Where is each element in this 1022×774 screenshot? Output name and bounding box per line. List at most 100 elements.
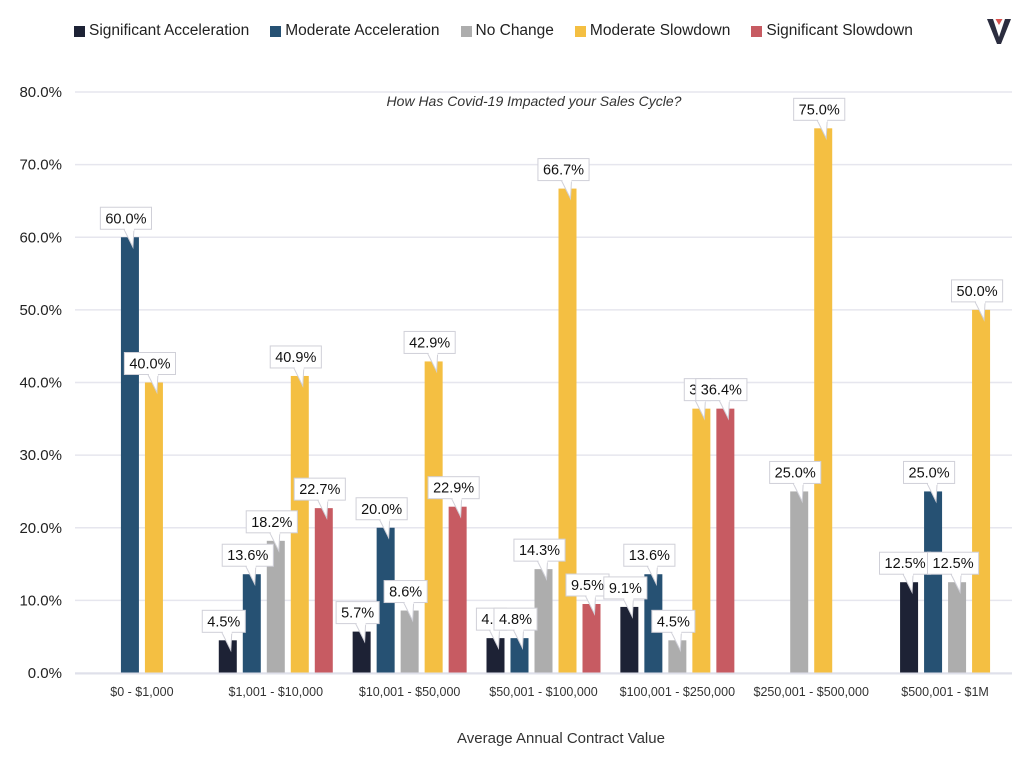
data-label-callout: 22.9% — [427, 476, 480, 519]
data-label-callout: 75.0% — [793, 97, 846, 141]
data-label-callout: 25.0% — [903, 460, 956, 504]
bar — [582, 604, 601, 673]
callout-joint — [270, 531, 280, 535]
data-label-callout: 14.3% — [513, 538, 566, 582]
data-label-callout: 22.7% — [293, 477, 346, 521]
data-label: 4.8% — [499, 612, 532, 628]
data-label-callout: 36.4% — [695, 378, 748, 421]
legend-swatch — [460, 25, 472, 37]
y-axis: 0.0% 10.0% 20.0% 30.0% 40.0% 50.0% 60.0% 70.0% 8… — [19, 84, 62, 682]
y-tick-label: 60.0% — [19, 229, 62, 246]
callout-joint — [124, 227, 134, 231]
bar — [400, 610, 419, 673]
bar — [668, 640, 687, 673]
bar — [510, 638, 529, 673]
bar — [486, 638, 505, 673]
callout-joint — [976, 300, 986, 304]
data-label: 9.1% — [609, 581, 642, 597]
bar — [558, 188, 577, 673]
data-label: 40.9% — [275, 350, 316, 366]
data-label: 13.6% — [629, 548, 670, 564]
data-label: 13.6% — [227, 548, 268, 564]
callout-joint — [428, 351, 438, 355]
bar — [790, 491, 809, 673]
bar — [620, 606, 639, 673]
data-label-callout: 4.8% — [493, 607, 538, 651]
data-label-callout: 40.9% — [269, 345, 322, 388]
y-tick-label: 20.0% — [19, 520, 62, 537]
legend-item: Moderate Acceleration — [270, 22, 440, 40]
callout-joint — [672, 630, 682, 634]
x-tick-label: $10,001 - $50,000 — [359, 685, 461, 699]
data-label: 42.9% — [409, 335, 450, 351]
chart-legend: Significant Acceleration Moderate Acceler… — [74, 22, 934, 40]
data-label-callout: 66.7% — [537, 158, 590, 201]
data-label: 4.5% — [207, 614, 240, 630]
callout-joint — [222, 630, 232, 634]
bar — [692, 408, 711, 673]
data-label-callout: 8.6% — [383, 580, 428, 623]
bars — [120, 128, 991, 673]
data-label: 40.0% — [129, 357, 170, 373]
legend-swatch — [74, 25, 85, 37]
data-label: 20.0% — [361, 502, 402, 518]
data-label-callout: 5.7% — [335, 601, 380, 644]
callout-joint — [586, 594, 596, 598]
chart-title: How Has Covid-19 Impacted your Sales Cyc… — [387, 93, 682, 109]
logo-v-shape — [987, 19, 1011, 44]
data-label: 25.0% — [909, 465, 950, 481]
bar — [314, 508, 333, 673]
logo-accent-triangle — [995, 19, 1003, 25]
data-label-callout: 12.5% — [879, 551, 932, 595]
callout-joint — [514, 628, 524, 632]
callout-joint — [148, 373, 158, 376]
bar — [352, 631, 371, 673]
data-label-callout: 9.1% — [603, 576, 648, 619]
brand-logo-icon — [987, 19, 1011, 44]
data-label-callout: 40.0% — [123, 352, 176, 395]
data-label: 25.0% — [775, 465, 816, 481]
bar — [144, 382, 163, 673]
legend-label: No Change — [475, 22, 554, 39]
legend-swatch — [751, 25, 763, 37]
y-tick-label: 80.0% — [19, 84, 62, 101]
data-label-callout: 12.5% — [927, 551, 980, 595]
x-tick-label: $250,001 - $500,000 — [754, 685, 869, 699]
data-label: 22.9% — [433, 481, 474, 497]
data-label-callout: 60.0% — [99, 206, 152, 250]
y-tick-label: 70.0% — [19, 157, 62, 174]
callout-joint — [380, 518, 390, 522]
data-label-callout: 50.0% — [951, 279, 1004, 322]
legend-item: Significant Acceleration — [74, 22, 249, 40]
callout-joint — [538, 559, 548, 563]
data-label: 12.5% — [885, 556, 926, 572]
data-label-callout: 9.5% — [565, 573, 610, 616]
callout-joint — [294, 366, 304, 370]
data-label-callout: 4.5% — [651, 609, 696, 653]
bar — [242, 574, 261, 673]
data-label: 22.7% — [299, 482, 340, 498]
y-tick-label: 50.0% — [19, 302, 62, 319]
x-axis-title: Average Annual Contract Value — [457, 730, 665, 747]
data-label-callout: 13.6% — [221, 543, 274, 587]
data-label: 8.6% — [389, 585, 422, 601]
data-label-callout: 42.9% — [403, 330, 456, 374]
y-tick-label: 10.0% — [19, 592, 62, 609]
x-tick-label: $50,001 - $100,000 — [489, 685, 597, 699]
bar — [120, 237, 139, 673]
legend-item: No Change — [460, 22, 554, 40]
callout-joint — [404, 601, 414, 605]
data-label-callout: 20.0% — [355, 497, 408, 540]
bar — [290, 375, 309, 673]
legend-item: Moderate Slowdown — [574, 22, 730, 40]
callout-joint — [452, 497, 462, 501]
bar — [948, 582, 967, 673]
callout-joint — [794, 481, 804, 485]
callout-joint — [246, 564, 256, 568]
data-label: 9.5% — [571, 578, 604, 594]
callout-joint — [648, 564, 658, 568]
data-label: 36.4% — [701, 383, 742, 399]
legend-swatch — [270, 25, 282, 37]
legend-label: Significant Acceleration — [89, 22, 250, 39]
x-tick-label: $500,001 - $1M — [901, 685, 989, 699]
